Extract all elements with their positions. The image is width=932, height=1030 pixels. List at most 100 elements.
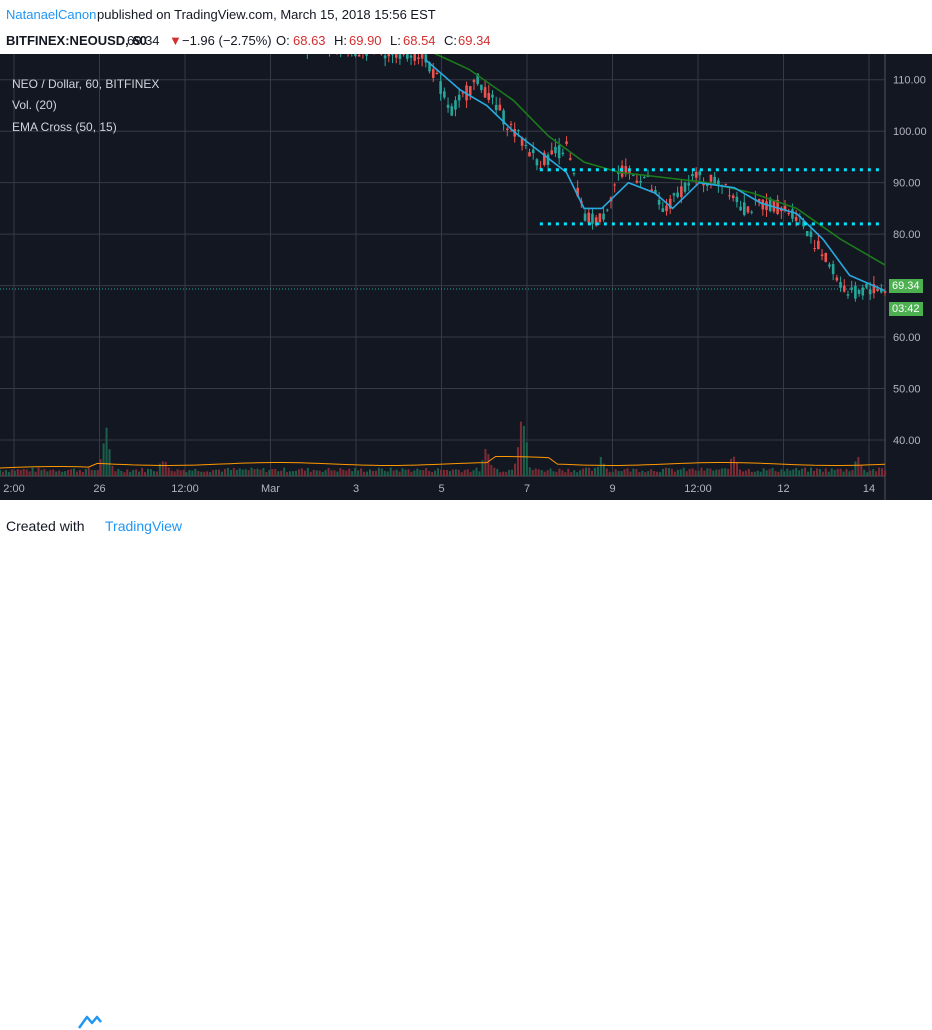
candle-body xyxy=(828,264,831,266)
volume-bar xyxy=(76,472,78,476)
volume-bar xyxy=(470,472,472,476)
footer: Created with TradingView xyxy=(0,500,932,550)
volume-bar xyxy=(878,468,880,476)
volume-bar xyxy=(135,469,137,476)
volume-bar xyxy=(304,471,306,476)
volume-bar xyxy=(168,468,170,476)
candle-body xyxy=(550,150,553,154)
volume-bar xyxy=(692,468,694,476)
volume-bar xyxy=(641,471,643,476)
volume-bar xyxy=(774,471,776,476)
volume-bar xyxy=(769,469,771,476)
volume-bar xyxy=(416,469,418,476)
candle-body xyxy=(517,130,520,131)
candle-body xyxy=(680,186,683,197)
high-label: H: xyxy=(334,33,347,48)
volume-bar xyxy=(745,471,747,476)
volume-bar xyxy=(840,469,842,476)
volume-bar xyxy=(295,471,297,476)
volume-bar xyxy=(162,461,164,476)
volume-bar xyxy=(387,472,389,476)
volume-bar xyxy=(236,470,238,476)
volume-bar xyxy=(197,471,199,476)
close-label: C: xyxy=(444,33,457,48)
volume-bar xyxy=(120,471,122,476)
volume-bar xyxy=(881,468,883,476)
y-tick-label: 60.00 xyxy=(893,332,921,344)
volume-bar xyxy=(621,471,623,476)
volume-bar xyxy=(801,469,803,476)
volume-bar xyxy=(650,469,652,476)
volume-bar xyxy=(496,469,498,476)
volume-bar xyxy=(434,471,436,476)
volume-bar xyxy=(399,472,401,476)
volume-bar xyxy=(283,468,285,476)
volume-bar xyxy=(407,469,409,476)
candle-body xyxy=(491,95,494,98)
volume-bar xyxy=(384,471,386,476)
candle-body xyxy=(636,181,639,183)
close-value: 69.34 xyxy=(458,33,491,48)
volume-bar xyxy=(147,469,149,476)
volume-bar xyxy=(724,468,726,476)
candle-body xyxy=(839,282,842,288)
volume-bar xyxy=(357,470,359,476)
chart-panel[interactable]: 110.00100.0090.0080.0070.0060.0050.0040.… xyxy=(0,54,932,500)
tradingview-logo-icon xyxy=(78,1014,102,1030)
candle-body xyxy=(787,213,790,214)
volume-bar xyxy=(274,469,276,476)
volume-bar xyxy=(550,468,552,476)
volume-bar xyxy=(339,468,341,476)
price-chart[interactable]: 110.00100.0090.0080.0070.0060.0050.0040.… xyxy=(0,54,932,500)
volume-bar xyxy=(689,469,691,476)
volume-bar xyxy=(174,471,176,476)
volume-bar xyxy=(230,470,232,476)
volume-bar xyxy=(94,470,96,476)
legend-ema-cross: EMA Cross (50, 15) xyxy=(12,120,117,134)
candle-body xyxy=(487,93,490,100)
candle-body xyxy=(795,217,798,221)
published-text: published on TradingView.com, March 15, … xyxy=(97,7,436,22)
volume-bar xyxy=(46,471,48,476)
publish-header: NatanaelCanon published on TradingView.c… xyxy=(0,0,932,30)
volume-bar xyxy=(875,471,877,476)
volume-bar xyxy=(594,468,596,476)
volume-bar xyxy=(653,471,655,476)
candle-body xyxy=(713,177,716,184)
volume-bar xyxy=(455,469,457,476)
volume-bar xyxy=(431,472,433,476)
author-link[interactable]: NatanaelCanon xyxy=(6,7,96,22)
volume-bar xyxy=(97,470,99,476)
volume-bar xyxy=(180,470,182,476)
volume-bar xyxy=(413,470,415,476)
volume-bar xyxy=(848,471,850,476)
volume-bar xyxy=(659,472,661,476)
candle-body xyxy=(673,193,676,195)
volume-bar xyxy=(588,468,590,476)
volume-bar xyxy=(517,447,519,476)
candle-body xyxy=(417,57,420,59)
candle-body xyxy=(606,210,609,211)
volume-bar xyxy=(674,472,676,476)
volume-bar xyxy=(733,457,735,476)
volume-bar xyxy=(638,472,640,476)
volume-bar xyxy=(476,468,478,476)
candle-body xyxy=(354,54,357,56)
candle-body xyxy=(406,54,409,59)
candle-body xyxy=(658,200,661,205)
volume-bar xyxy=(88,468,90,476)
created-with-text: Created with xyxy=(6,518,85,534)
last-price-box: 69.34 xyxy=(889,279,923,293)
change-text: −1.96 (−2.75%) xyxy=(182,33,272,48)
volume-bar xyxy=(70,469,72,476)
volume-bar xyxy=(203,472,205,476)
tradingview-brand-link[interactable]: TradingView xyxy=(105,518,182,534)
volume-bar xyxy=(209,472,211,476)
volume-bar xyxy=(697,471,699,476)
candle-body xyxy=(447,105,450,108)
volume-bar xyxy=(834,470,836,476)
candle-body xyxy=(454,100,457,109)
candle-body xyxy=(413,54,416,61)
volume-bar xyxy=(363,472,365,476)
candle-body xyxy=(450,106,453,115)
